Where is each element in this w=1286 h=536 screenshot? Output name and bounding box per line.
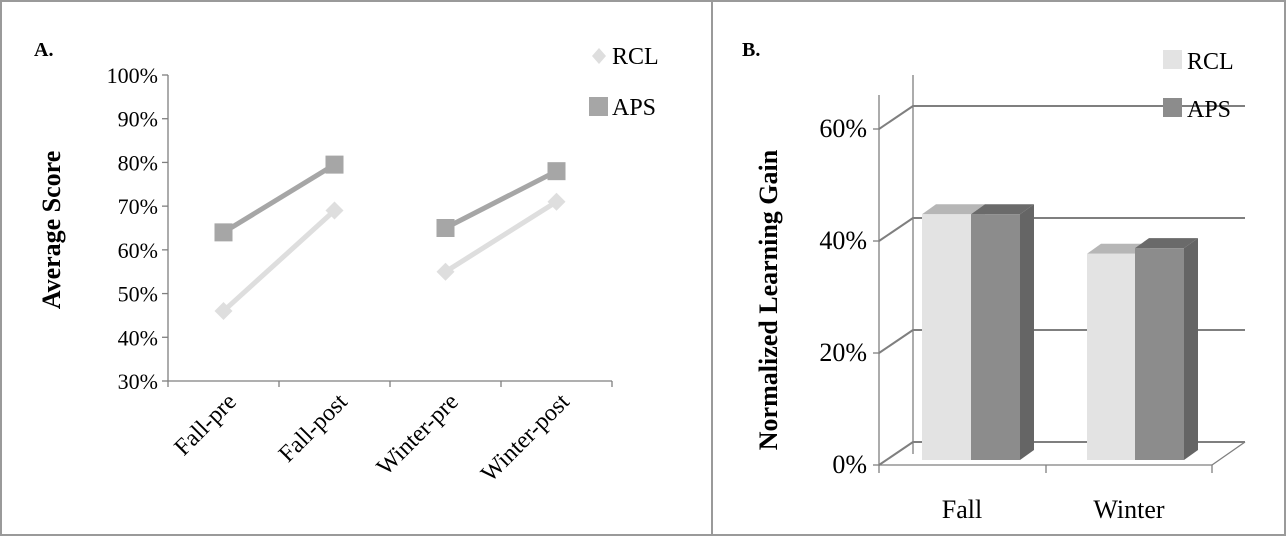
panel-a-x-tick-labels: Fall-pre Fall-post Winter-pre Winter-post [170, 389, 575, 488]
y-tick-label: 30% [118, 369, 158, 394]
y-tick-label: 80% [118, 150, 158, 175]
y-tick-label: 60% [819, 114, 867, 143]
point-aps [547, 162, 566, 181]
point-rcl [325, 201, 344, 220]
gridline-side [878, 441, 914, 466]
series-line-aps [222, 162, 336, 235]
bar-top-face [922, 204, 985, 215]
legend-aps-square-icon [589, 97, 608, 116]
panel-b-bars [922, 204, 1198, 460]
y-tick-label: 40% [118, 325, 158, 350]
bar-front-face [922, 214, 971, 460]
panel-a-axes [162, 74, 613, 387]
x-tick-label: Winter-post [476, 389, 575, 488]
panel-a-points [214, 155, 566, 321]
panel-b-y-tick-labels: 0% 20% 40% 60% [819, 114, 867, 479]
y-tick-label: 90% [118, 107, 158, 132]
y-tick-label: 20% [819, 338, 867, 367]
panel-b-y-axis-title: Normalized Learning Gain [754, 149, 783, 450]
x-tick-label: Winter-pre [372, 389, 464, 481]
panel-b-axes [873, 75, 1246, 473]
panel-a-y-tick-labels: 30% 40% 50% 60% 70% 80% 90% 100% [107, 63, 158, 394]
y-tick-label: 0% [832, 450, 867, 479]
panel-b-label: B. [742, 39, 760, 61]
point-aps [436, 219, 455, 237]
gridline-side [878, 105, 914, 130]
panel-a-legend: RCL APS [589, 44, 659, 121]
panel-b-x-tick-labels: Fall Winter [942, 495, 1165, 524]
legend-aps-swatch-icon [1163, 98, 1182, 117]
y-tick-label: 40% [819, 226, 867, 255]
floor-right-edge [1211, 441, 1246, 466]
panel-b: B. Normalized Learning Gain 0%20%40%60% … [742, 39, 1246, 524]
point-rcl [436, 262, 455, 281]
series-line-rcl [221, 208, 337, 313]
bar-front-face [1135, 248, 1184, 460]
panel-b-legend: RCL APS [1134, 40, 1234, 123]
panel-a-series-lines [221, 162, 558, 313]
bar-top-face [1135, 238, 1198, 249]
legend-rcl-label: RCL [1187, 49, 1234, 75]
panel-a: A. Average Score 30% 40% 50% 60% 70% 80% 90% 10… [34, 39, 659, 487]
bar-side-face [1184, 238, 1198, 460]
legend-aps-label: APS [1187, 97, 1231, 123]
panel-a-y-axis-title: Average Score [37, 151, 66, 310]
gridline-side [878, 217, 914, 242]
y-tick-label: 70% [118, 194, 158, 219]
point-aps [214, 223, 233, 242]
bar-fall-aps [971, 204, 1034, 460]
bar-top-face [1087, 243, 1150, 254]
y-tick-label: 50% [118, 282, 158, 307]
series-line-aps [444, 168, 558, 231]
legend-rcl-label: RCL [612, 44, 659, 70]
series-line-rcl [444, 199, 558, 274]
y-tick-label: 60% [118, 238, 158, 263]
panel-a-label: A. [34, 39, 53, 61]
x-tick-label: Winter [1093, 495, 1164, 524]
x-tick-label: Fall-pre [170, 389, 242, 461]
point-rcl [547, 192, 566, 211]
legend-aps-label: APS [612, 95, 656, 121]
bar-front-face [1087, 253, 1136, 460]
bar-front-face [971, 214, 1020, 460]
x-tick-label: Fall [942, 495, 982, 524]
point-rcl [214, 302, 233, 321]
point-aps [325, 155, 344, 174]
legend-rcl-swatch-icon [1163, 50, 1182, 69]
bar-top-face [971, 204, 1034, 215]
y-tick-label: 100% [107, 63, 158, 88]
x-tick-label: Fall-post [274, 389, 353, 468]
bar-winter-aps [1135, 238, 1198, 460]
bar-side-face [1020, 204, 1034, 460]
gridline-side [878, 329, 914, 354]
legend-rcl-diamond-icon [592, 48, 606, 64]
